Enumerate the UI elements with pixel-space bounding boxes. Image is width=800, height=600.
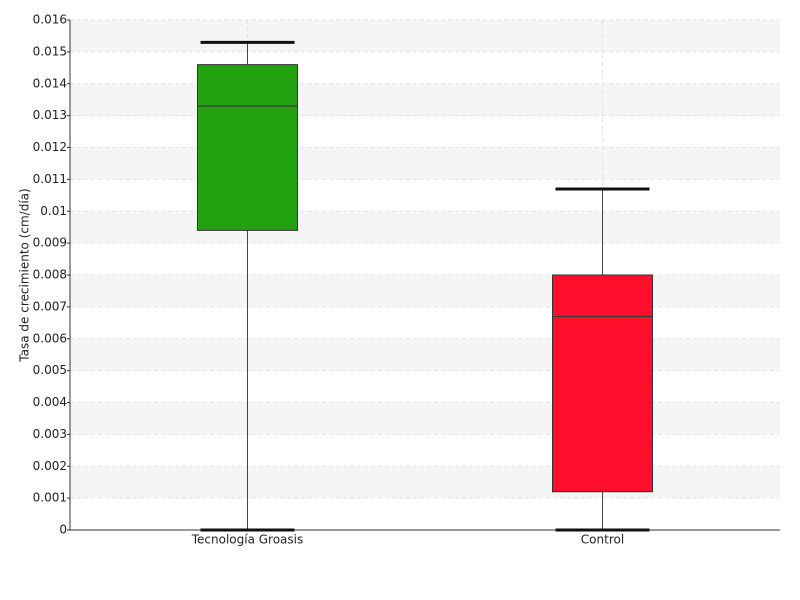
- y-tick-label: 0.014: [33, 76, 67, 90]
- box: [552, 274, 653, 493]
- grid-band: [70, 338, 780, 371]
- y-tick-label: 0.003: [33, 427, 67, 441]
- grid-band: [70, 402, 780, 435]
- y-tick-label: 0.006: [33, 331, 67, 345]
- y-tick-label: 0.009: [33, 236, 67, 250]
- grid-band: [70, 275, 780, 307]
- y-tick-label: 0.004: [33, 395, 67, 409]
- y-tick-label: 0.007: [33, 299, 67, 313]
- y-tick-label: 0.005: [33, 363, 67, 377]
- y-tick-label: 0.011: [33, 172, 67, 186]
- grid-band: [70, 211, 780, 244]
- y-tick-label: 0: [59, 523, 67, 537]
- x-tick-label: Control: [581, 533, 624, 547]
- box: [197, 64, 298, 231]
- y-tick-label: 0.001: [33, 491, 67, 505]
- y-axis-label: Tasa de crecimiento (cm/día): [18, 188, 32, 362]
- y-tick-label: 0.012: [33, 140, 67, 154]
- grid-band: [70, 83, 780, 116]
- grid-band: [70, 20, 780, 52]
- y-tick-label: 0.01: [40, 204, 67, 218]
- y-tick-label: 0.013: [33, 108, 67, 122]
- x-tick-label: Tecnología Groasis: [191, 533, 304, 547]
- y-tick-label: 0.002: [33, 459, 67, 473]
- y-tick-label: 0.016: [33, 13, 67, 27]
- grid-band: [70, 147, 780, 180]
- grid-band: [70, 466, 780, 499]
- y-tick-label: 0.015: [33, 44, 67, 58]
- y-tick-label: 0.008: [33, 268, 67, 282]
